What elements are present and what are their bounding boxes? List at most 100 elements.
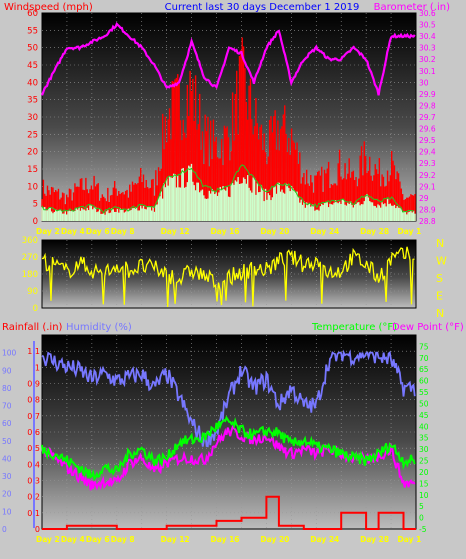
humidity-tick-label: 60 <box>2 419 12 428</box>
wind-tick-label: 15 <box>27 165 38 175</box>
day-tick-label: Day 2 <box>36 535 60 544</box>
compass-label: E <box>436 290 443 303</box>
day-tick-label: Day 2 <box>36 227 60 236</box>
temp-tick-label: 20 <box>419 468 429 477</box>
baro-tick-label: 30.6 <box>419 9 436 18</box>
humidity-line <box>41 349 416 448</box>
chart-title: Current last 30 days December 1 2019 <box>165 2 360 13</box>
wind-tick-label: 5 <box>33 200 38 210</box>
day-tick-label: Day 28 <box>360 227 389 236</box>
rainfall-line <box>42 495 416 530</box>
baro-tick-label: 29 <box>419 194 429 203</box>
wind-tick-label: 50 <box>27 44 38 54</box>
rain-tick-label: 0 <box>35 525 40 534</box>
baro-tick-label: 30.1 <box>419 67 436 76</box>
direction-ticks: 0 90 180 270 360 <box>22 236 38 314</box>
wind-tick-label: 25 <box>27 130 38 140</box>
day-tick-label: Day 16 <box>211 227 240 236</box>
day-tick-label: Day 8 <box>111 227 135 236</box>
temperature-ticks: -5 0 5 10 15 20 25 30 35 40 45 50 55 60 65 70 75 <box>419 342 429 534</box>
baro-tick-label: 29.6 <box>419 125 436 134</box>
baro-tick-label: 30.4 <box>419 32 436 41</box>
barometer-line <box>40 21 416 96</box>
baro-tick-label: 29.8 <box>419 101 436 110</box>
baro-tick-label: 29.5 <box>419 136 436 145</box>
rainfall-axis-title: Rainfall (.in) <box>2 322 63 333</box>
humidity-tick-label: 50 <box>2 437 12 446</box>
wind-tick-label: 0 <box>33 217 38 227</box>
humidity-tick-label: 10 <box>2 507 12 516</box>
baro-tick-label: 30.5 <box>419 21 436 30</box>
lower-series <box>41 349 416 530</box>
wind-tick-label: 45 <box>27 61 38 71</box>
compass-label: N <box>436 307 444 320</box>
temp-tick-label: 40 <box>419 422 429 431</box>
humidity-tick-label: 100 <box>2 349 17 358</box>
baro-tick-label: 29.1 <box>419 182 436 191</box>
day-tick-label: Day 12 <box>161 535 190 544</box>
temp-tick-label: 45 <box>419 411 429 420</box>
temp-tick-label: 5 <box>419 502 424 511</box>
direction-tick-label: 90 <box>27 287 38 297</box>
direction-tick-label: 180 <box>22 270 38 280</box>
baro-tick-label: 30.3 <box>419 44 436 53</box>
wind-baro-series <box>40 21 416 221</box>
day-tick-label: Day 28 <box>360 535 389 544</box>
wind-tick-label: 35 <box>27 96 38 106</box>
day-tick-label: Day 8 <box>111 535 135 544</box>
humidity-tick-label: 80 <box>2 384 12 393</box>
temp-tick-label: 25 <box>419 457 429 466</box>
compass-label: S <box>436 272 443 285</box>
temp-tick-label: 70 <box>419 354 429 363</box>
baro-tick-label: 29.9 <box>419 90 436 99</box>
wind-tick-label: 20 <box>27 148 38 158</box>
temp-tick-label: 35 <box>419 434 429 443</box>
baro-tick-label: 29.7 <box>419 113 436 122</box>
dewpoint-axis-title: Dew Point (°F) <box>392 322 464 333</box>
day-tick-label: Day 16 <box>211 535 240 544</box>
day-tick-label: Day 6 <box>86 535 110 544</box>
temp-tick-label: 50 <box>419 399 429 408</box>
wind-tick-label: 10 <box>27 182 38 192</box>
baro-tick-label: 29.2 <box>419 171 436 180</box>
baro-tick-label: 29.3 <box>419 159 436 168</box>
day-tick-label: Day 1 <box>398 227 422 236</box>
temperature-line <box>41 415 416 482</box>
wind-day-labels: Day 2 Day 4 Day 6 Day 8 Day 12 Day 16 Day 20 Da… <box>36 227 421 236</box>
temp-tick-label: 15 <box>419 479 429 488</box>
direction-tick-label: 270 <box>22 253 38 263</box>
humidity-axis-title: Humidity (%) <box>66 322 132 333</box>
day-tick-label: Day 24 <box>310 535 339 544</box>
humidity-tick-label: 90 <box>2 366 12 375</box>
baro-tick-label: 28.8 <box>419 217 436 226</box>
day-tick-label: Day 4 <box>61 227 85 236</box>
compass-label: N <box>436 237 444 250</box>
direction-line <box>41 246 415 308</box>
temp-tick-label: 0 <box>419 514 424 523</box>
wind-avg-line <box>41 164 415 214</box>
rain-tick-label: 1 <box>35 363 40 372</box>
temp-tick-label: 65 <box>419 365 429 374</box>
direction-tick-label: 360 <box>22 236 38 246</box>
temp-tick-label: 10 <box>419 491 429 500</box>
day-tick-label: Day 20 <box>260 227 289 236</box>
humidity-tick-label: 20 <box>2 490 12 499</box>
temp-tick-label: 30 <box>419 445 429 454</box>
windspeed-axis-title: Windspeed (mph) <box>4 2 93 13</box>
day-tick-label: Day 1 <box>398 535 422 544</box>
baro-tick-label: 28.9 <box>419 205 436 214</box>
day-tick-label: Day 4 <box>61 535 85 544</box>
day-tick-label: Day 24 <box>310 227 339 236</box>
barometer-ticks: 28.8 28.9 29 29.1 29.2 29.3 29.4 29.5 29.6 29.7 29… <box>419 9 436 226</box>
compass-label: W <box>436 255 447 268</box>
baro-tick-label: 30 <box>419 78 429 87</box>
humidity-tick-label: 0 <box>2 525 7 534</box>
wind-tick-label: 40 <box>27 78 38 88</box>
wind-tick-label: 55 <box>27 26 38 36</box>
humidity-tick-label: 70 <box>2 402 12 411</box>
lower-day-labels: Day 2 Day 4 Day 6 Day 8 Day 12 Day 16 Day 20 Da… <box>36 535 421 544</box>
temp-tick-label: 55 <box>419 388 429 397</box>
baro-tick-label: 30.2 <box>419 55 436 64</box>
